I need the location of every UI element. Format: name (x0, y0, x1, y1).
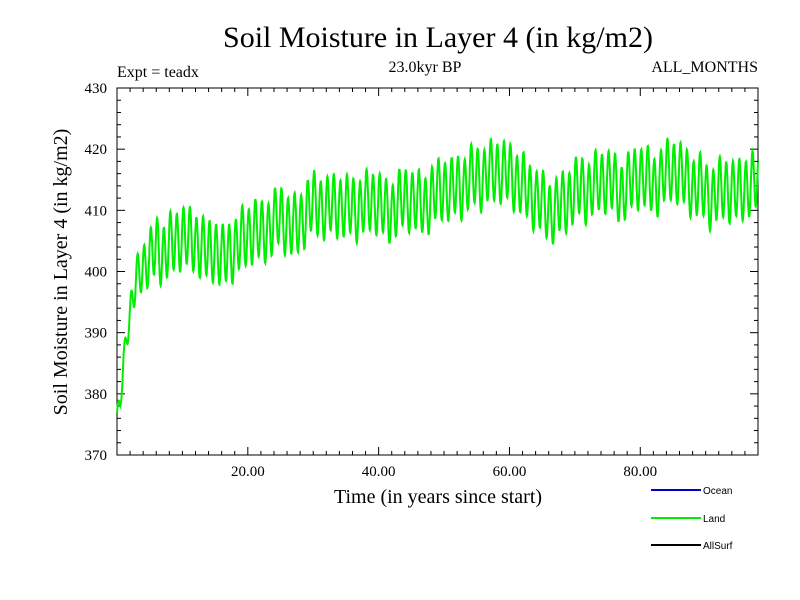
y-tick-label: 420 (85, 142, 108, 158)
legend: Ocean Land AllSurf (651, 486, 733, 552)
y-tick-label: 370 (85, 448, 108, 464)
period-label: 23.0kyr BP (389, 59, 462, 76)
series-line-land (116, 136, 759, 414)
y-tick-label: 380 (85, 387, 108, 403)
y-tick-labels: 370 380 390 400 410 420 430 (85, 81, 108, 464)
y-axis-label: Soil Moisture in Layer 4 (in kg/m2) (50, 129, 72, 416)
x-tick-label: 60.00 (493, 464, 527, 480)
x-tick-label: 20.00 (231, 464, 265, 480)
legend-label-land: Land (703, 514, 725, 525)
y-tick-label: 430 (85, 81, 108, 97)
x-tick-labels: 20.00 40.00 60.00 80.00 (231, 464, 657, 480)
y-tick-label: 400 (85, 265, 108, 281)
x-axis-label: Time (in years since start) (334, 486, 542, 508)
x-tick-label: 40.00 (362, 464, 396, 480)
legend-label-ocean: Ocean (703, 486, 732, 497)
chart-title: Soil Moisture in Layer 4 (in kg/m2) (223, 21, 653, 54)
months-label: ALL_MONTHS (651, 59, 758, 76)
y-tick-label: 390 (85, 326, 108, 342)
experiment-label: Expt = teadx (117, 64, 199, 81)
legend-label-allsurf: AllSurf (703, 541, 733, 552)
series-lines (116, 136, 759, 414)
x-tick-label: 80.00 (623, 464, 657, 480)
plot-area (116, 87, 759, 456)
y-tick-label: 410 (85, 203, 108, 219)
major-ticks (117, 87, 758, 456)
